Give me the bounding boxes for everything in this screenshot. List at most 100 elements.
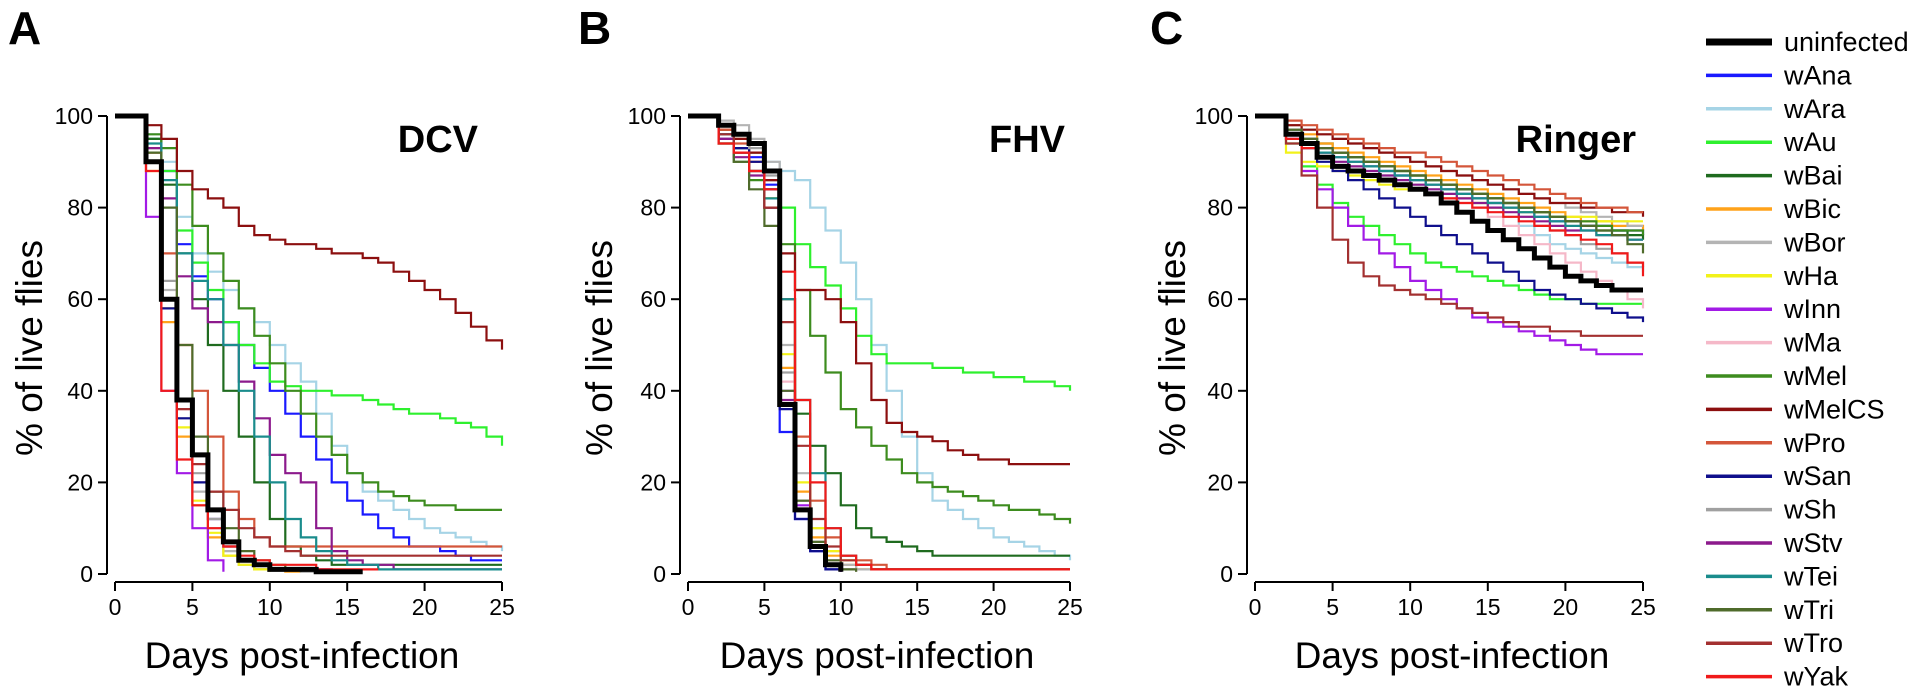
- y-tick-label: 60: [640, 286, 666, 312]
- y-tick-label: 20: [1207, 469, 1233, 495]
- legend-label-wbai: wBai: [1783, 161, 1843, 191]
- x-tick-label: 10: [828, 594, 854, 620]
- x-tick-label: 20: [981, 594, 1007, 620]
- series-line-wbic: [688, 114, 1070, 571]
- legend-label-wstv: wStv: [1783, 528, 1843, 558]
- series-line-wau: [1255, 114, 1643, 305]
- panel-c-series: [1255, 113, 1645, 356]
- panel-c-letter: C: [1150, 2, 1183, 54]
- legend-label-winn: wInn: [1783, 294, 1841, 324]
- panel-b-x-axis: 0 5 10 15 20 25: [682, 581, 1083, 620]
- y-tick-label: 60: [1207, 286, 1233, 312]
- y-tick-label: 20: [67, 469, 93, 495]
- series-line-wyak: [688, 114, 1070, 571]
- x-tick-label: 15: [1475, 594, 1501, 620]
- legend-label-wau: wAu: [1783, 127, 1837, 157]
- series-line-wtro: [688, 114, 1070, 571]
- series-line-wmelcs: [115, 114, 504, 350]
- series-line-wmel: [115, 114, 502, 511]
- panel-b-series: [688, 113, 1072, 572]
- x-tick-label: 10: [257, 594, 283, 620]
- series-line-uninfected: [1255, 113, 1643, 293]
- x-tick-label: 15: [904, 594, 930, 620]
- series-line-wbor: [688, 114, 1070, 571]
- legend-label-wara: wAra: [1783, 94, 1846, 124]
- panel-b-title: FHV: [989, 119, 1066, 161]
- panel-b-y-axis: 0 20 40 60 80 100: [628, 103, 681, 587]
- panel-a-y-label: % of live flies: [9, 240, 50, 456]
- x-tick-label: 25: [489, 594, 515, 620]
- x-tick-label: 25: [1630, 594, 1656, 620]
- y-tick-label: 80: [67, 195, 93, 221]
- panel-c-y-label: % of live flies: [1152, 240, 1193, 456]
- series-line-winn: [115, 114, 225, 572]
- x-tick-label: 5: [1326, 594, 1339, 620]
- x-tick-label: 5: [186, 594, 199, 620]
- legend-label-wsan: wSan: [1783, 461, 1852, 491]
- panel-a-title: DCV: [398, 119, 479, 161]
- series-line-wbor: [115, 114, 287, 572]
- panel-a-x-label: Days post-infection: [145, 635, 460, 676]
- legend-label-wbic: wBic: [1783, 194, 1841, 224]
- legend-label-wana: wAna: [1783, 60, 1853, 90]
- x-tick-label: 0: [682, 594, 695, 620]
- series-line-wtei: [688, 114, 1070, 571]
- x-tick-label: 20: [412, 594, 438, 620]
- legend-label-wyak: wYak: [1783, 662, 1849, 687]
- legend-label-wma: wMa: [1783, 328, 1842, 358]
- legend-label-wtro: wTro: [1783, 628, 1843, 658]
- panel-a-y-axis: 0 20 40 60 80 100: [55, 103, 108, 587]
- y-tick-label: 40: [67, 378, 93, 404]
- panel-a-series: [115, 113, 504, 575]
- series-line-uninfected: [688, 113, 844, 572]
- legend-label-wtri: wTri: [1783, 595, 1834, 625]
- legend-label-wha: wHa: [1783, 261, 1839, 291]
- legend-label-wbor: wBor: [1783, 227, 1846, 257]
- series-line-wpro: [688, 114, 1070, 571]
- panel-a-x-axis: 0 5 10 15 20 25: [109, 581, 515, 620]
- series-line-wsan: [1255, 114, 1645, 323]
- series-line-wtro: [1255, 114, 1643, 337]
- series-line-wpro: [1255, 114, 1643, 214]
- legend-label-uninfected: uninfected: [1784, 27, 1909, 57]
- y-tick-label: 100: [628, 103, 666, 129]
- series-line-wbai: [688, 114, 1070, 557]
- legend-label-wmelcs: wMelCS: [1783, 394, 1885, 424]
- series-line-winn: [1255, 114, 1643, 356]
- legend-label-wmel: wMel: [1783, 361, 1847, 391]
- legend-label-wsh: wSh: [1783, 495, 1837, 525]
- series-line-wmelcs: [688, 114, 1070, 466]
- y-tick-label: 100: [55, 103, 93, 129]
- series-line-wha: [688, 114, 1070, 571]
- series-line-uninfected: [115, 113, 363, 575]
- y-tick-label: 20: [640, 469, 666, 495]
- series-line-wara: [115, 114, 504, 552]
- series-line-wtro: [115, 114, 502, 557]
- y-tick-label: 80: [1207, 195, 1233, 221]
- panel-b-x-label: Days post-infection: [720, 635, 1035, 676]
- series-line-wau: [115, 114, 504, 446]
- y-tick-label: 80: [640, 195, 666, 221]
- x-tick-label: 5: [758, 594, 771, 620]
- x-tick-label: 0: [109, 594, 122, 620]
- series-line-wara: [688, 114, 1072, 561]
- series-line-wtei: [115, 114, 502, 571]
- panel-a-letter: A: [8, 2, 41, 54]
- series-line-wbai: [115, 114, 502, 566]
- series-line-wana: [115, 114, 502, 562]
- panel-c-title: Ringer: [1516, 119, 1637, 161]
- x-tick-label: 20: [1553, 594, 1579, 620]
- y-tick-label: 0: [1220, 561, 1233, 587]
- y-tick-label: 100: [1195, 103, 1233, 129]
- series-line-wmel: [688, 114, 1072, 524]
- y-tick-label: 0: [80, 561, 93, 587]
- panel-a-dcv: A DCV 0 5 10 15 20 25 0 20 40 60 80 100 Days post-…: [8, 2, 515, 676]
- x-tick-label: 15: [334, 594, 360, 620]
- y-tick-label: 0: [653, 561, 666, 587]
- series-line-wtri: [1255, 114, 1645, 254]
- x-tick-label: 10: [1397, 594, 1423, 620]
- legend-label-wpro: wPro: [1783, 428, 1846, 458]
- panel-c-x-axis: 0 5 10 15 20 25: [1249, 581, 1656, 620]
- panel-b-fhv: B FHV 0 5 10 15 20 25 0 20 40 60 80 100 Days post-…: [578, 2, 1083, 676]
